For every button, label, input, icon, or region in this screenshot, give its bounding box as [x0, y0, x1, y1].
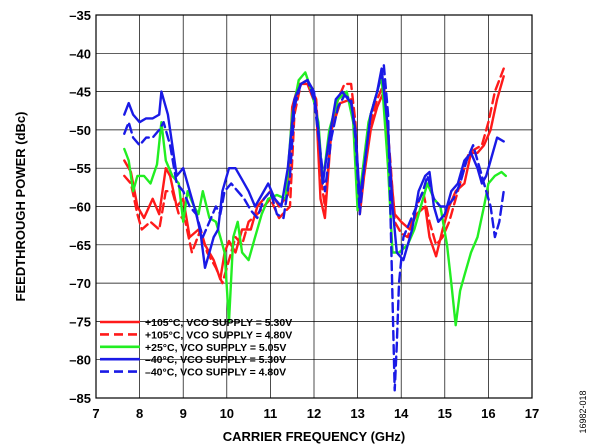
figure-id: 16982-018 — [578, 390, 588, 433]
x-tick-label: 16 — [481, 406, 495, 421]
legend-label-5: –40°C, VCO SUPPLY = 4.80V — [145, 367, 286, 379]
y-tick-label: –55 — [69, 161, 91, 176]
legend-label-1: +105°C, VCO SUPPLY = 5.30V — [145, 317, 292, 329]
x-tick-label: 10 — [220, 406, 234, 421]
y-tick-label: –85 — [69, 391, 91, 406]
series-line-5 — [123, 63, 505, 392]
tick-labels: 7 8 9 10 11 12 13 14 15 16 17 –35 –40 –45 –50 –55 –60 –65… — [69, 8, 539, 421]
y-tick-label: –50 — [69, 123, 91, 138]
x-tick-label: 7 — [92, 406, 99, 421]
plot-frame — [95, 14, 533, 399]
series-line-4 — [123, 67, 505, 269]
y-tick-label: –80 — [69, 353, 91, 368]
x-tick-label: 12 — [307, 406, 321, 421]
legend-label-3: +25°C, VCO SUPPLY = 5.05V — [145, 342, 286, 354]
x-tick-label: 8 — [136, 406, 143, 421]
y-tick-label: –65 — [69, 238, 91, 253]
x-tick-label: 17 — [525, 406, 539, 421]
legend: +105°C, VCO SUPPLY = 5.30V+105°C, VCO SU… — [100, 317, 292, 379]
y-tick-label: –70 — [69, 276, 91, 291]
y-tick-label: –40 — [69, 46, 91, 61]
y-axis-label: FEEDTHROUGH POWER (dBc) — [13, 112, 28, 302]
series-line-2 — [123, 67, 505, 285]
legend-label-4: –40°C, VCO SUPPLY = 5.30V — [145, 354, 286, 366]
y-tick-label: –60 — [69, 200, 91, 215]
x-tick-label: 14 — [394, 406, 409, 421]
legend-label-2: +105°C, VCO SUPPLY = 4.80V — [145, 329, 292, 341]
x-tick-label: 13 — [350, 406, 364, 421]
y-tick-label: –75 — [69, 314, 91, 329]
x-tick-label: 11 — [264, 406, 278, 421]
data-series — [123, 63, 507, 392]
x-tick-label: 15 — [438, 406, 452, 421]
x-tick-label: 9 — [180, 406, 187, 421]
x-axis-label: CARRIER FREQUENCY (GHz) — [223, 429, 406, 444]
y-tick-label: –45 — [69, 85, 91, 100]
grid — [96, 15, 532, 398]
y-tick-label: –35 — [69, 8, 91, 23]
